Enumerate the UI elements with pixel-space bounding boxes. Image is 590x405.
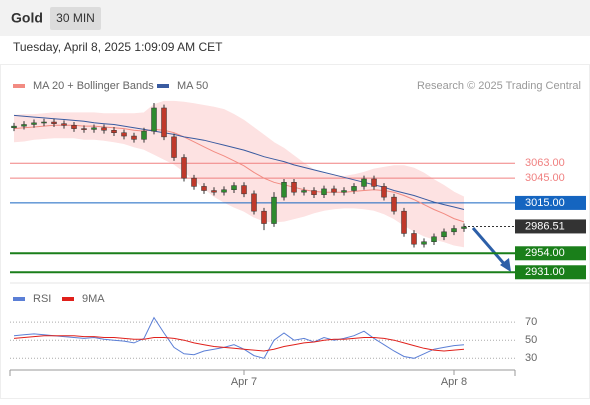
legend-label: MA 20 + Bollinger Bands — [33, 80, 154, 92]
candle-body — [181, 157, 187, 179]
ma-line — [13, 114, 465, 210]
y-tick-label: 30 — [525, 352, 537, 364]
candle-body — [51, 121, 57, 124]
candle-body — [141, 130, 147, 140]
candle-body — [311, 190, 317, 195]
candle-body — [81, 128, 87, 130]
forecast-arrow — [471, 227, 508, 267]
rsi-line — [13, 335, 465, 352]
forecast-arrowhead — [500, 258, 511, 272]
candle-body — [341, 190, 347, 193]
ma-line — [13, 124, 465, 223]
candle-body — [431, 236, 437, 242]
candle-body — [441, 231, 447, 238]
band-upper — [13, 100, 465, 198]
candle-body — [121, 132, 127, 137]
interval-label[interactable]: 30 MIN — [56, 11, 95, 25]
candle-body — [31, 122, 37, 125]
interval-badge[interactable] — [50, 7, 101, 30]
legend-swatch — [13, 297, 25, 301]
candle-body — [281, 182, 287, 198]
legend-label: MA 50 — [177, 80, 208, 92]
candle-body — [261, 210, 267, 224]
legend-swatch — [13, 84, 25, 88]
level-label: 3015.00 — [525, 197, 565, 209]
candle-body — [171, 136, 177, 158]
candle-body — [271, 196, 277, 224]
instrument-title: Gold — [11, 10, 43, 26]
level-box — [515, 219, 586, 234]
candle-body — [11, 125, 17, 129]
candle-body — [61, 123, 67, 126]
level-box — [515, 246, 586, 261]
candle-body — [251, 193, 257, 212]
timestamp: Tuesday, April 8, 2025 1:09:09 AM CET — [13, 40, 223, 54]
y-tick-label: 70 — [525, 316, 537, 328]
y-tick-label: 50 — [525, 334, 537, 346]
candle-body — [131, 135, 137, 140]
level-label: 3063.00 — [525, 157, 565, 169]
legend-swatch — [62, 297, 74, 301]
candle-body — [451, 228, 457, 233]
candle-body — [71, 125, 77, 129]
level-label: 2954.00 — [525, 247, 565, 259]
legend-swatch — [157, 84, 169, 88]
candle-body — [461, 226, 467, 229]
candle-body — [151, 107, 157, 132]
candle-body — [421, 241, 427, 245]
rsi-line — [13, 316, 465, 359]
candle-body — [41, 121, 47, 124]
candle-body — [21, 124, 27, 127]
x-tick-label: Apr 8 — [441, 376, 467, 388]
candle-body — [291, 182, 297, 193]
candle-body — [331, 188, 337, 193]
candle-body — [221, 189, 227, 193]
candle-body — [321, 188, 327, 195]
source-note: Research © 2025 Trading Central — [417, 80, 581, 92]
candle-body — [401, 210, 407, 234]
candle-body — [241, 185, 247, 195]
candle-body — [101, 127, 107, 131]
level-label: 2931.00 — [525, 266, 565, 278]
x-tick-label: Apr 7 — [231, 376, 257, 388]
legend-label: 9MA — [82, 293, 105, 305]
candle-body — [111, 130, 117, 133]
band-fill — [14, 101, 464, 247]
candle-body — [191, 177, 197, 187]
level-label: 2986.51 — [525, 220, 565, 232]
candle-body — [161, 107, 167, 138]
candle-body — [361, 178, 367, 187]
candle-body — [211, 190, 217, 193]
candle-body — [201, 186, 207, 191]
candle-body — [301, 190, 307, 193]
level-box — [515, 265, 586, 280]
candle-body — [411, 233, 417, 245]
candle-body — [391, 196, 397, 212]
level-label: 3045.00 — [525, 172, 565, 184]
legend-label: RSI — [33, 293, 51, 305]
candle-body — [371, 178, 377, 187]
candle-body — [231, 185, 237, 190]
candle-body — [381, 186, 387, 198]
candle-body — [91, 127, 97, 130]
band-lower — [13, 137, 465, 248]
level-box — [515, 195, 586, 210]
candle-body — [351, 186, 357, 191]
